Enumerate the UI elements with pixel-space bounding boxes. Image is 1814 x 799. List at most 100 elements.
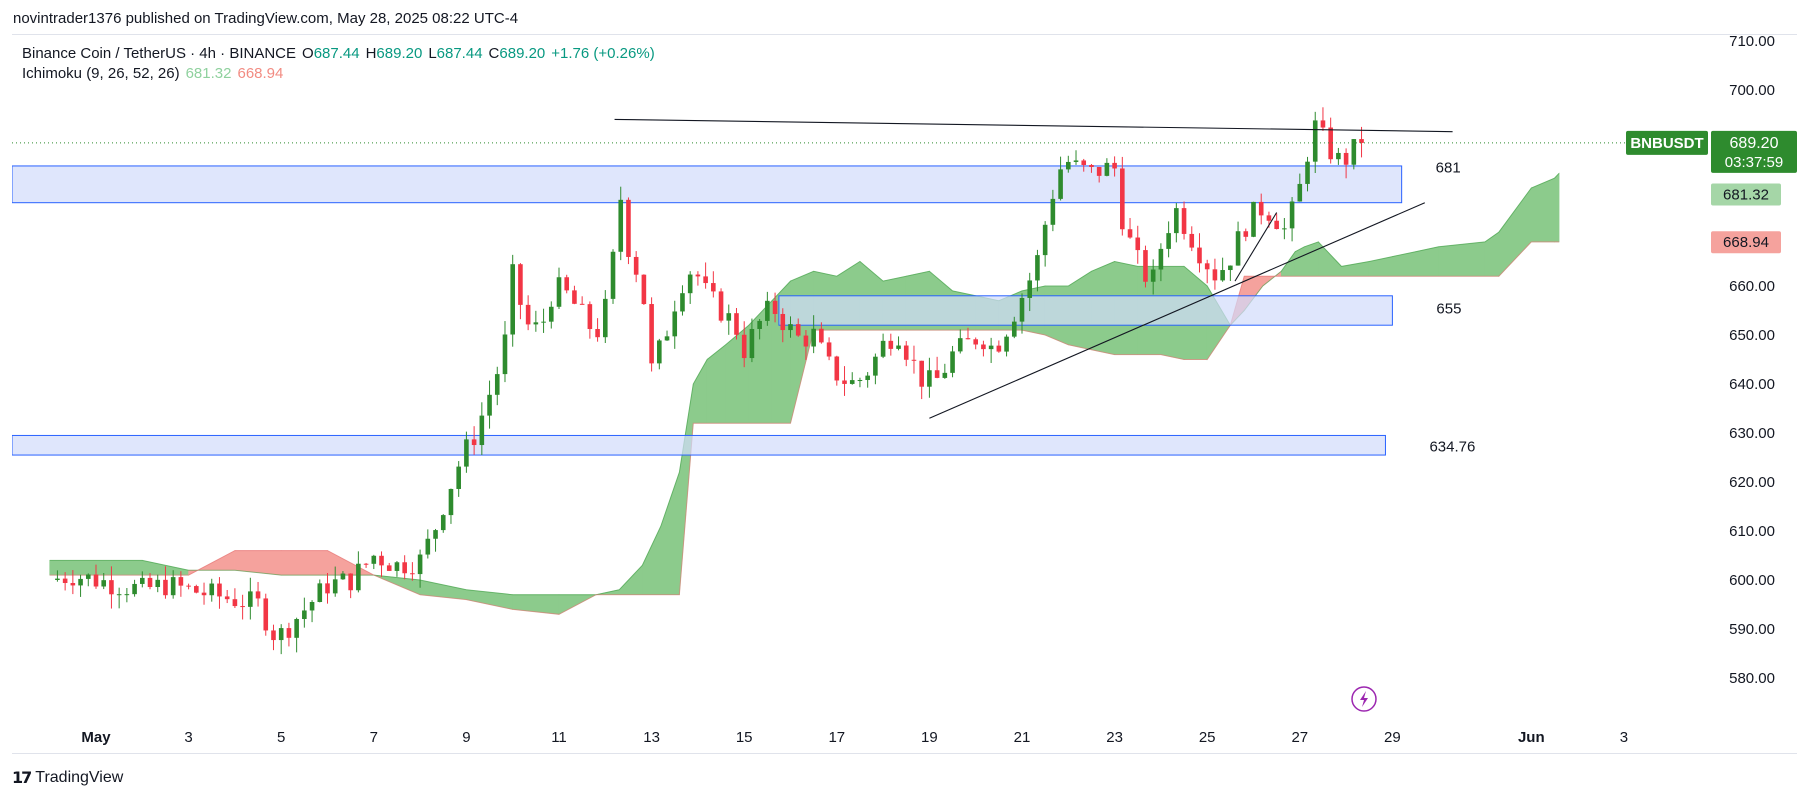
y-tick-label: 640.00	[1729, 376, 1775, 393]
candle-body	[1181, 208, 1187, 234]
candle-body	[1027, 280, 1033, 298]
lightning-icon[interactable]	[1351, 686, 1377, 712]
candle-body	[957, 338, 963, 352]
candle-body	[1351, 139, 1357, 165]
indicator-value-span-a: 681.32	[185, 65, 232, 82]
candle-body	[1112, 162, 1117, 169]
y-tick-label: 630.00	[1729, 425, 1775, 442]
last-price-tag: 689.20	[1730, 135, 1779, 152]
candle-body	[325, 583, 330, 594]
candle-body	[525, 304, 531, 325]
candle-body	[711, 283, 716, 292]
trendline-mini	[1234, 212, 1278, 282]
lightning-icon-ring	[1351, 686, 1377, 712]
plot-area	[12, 107, 1560, 655]
candle-body	[62, 578, 68, 584]
candle-body	[70, 583, 76, 586]
candle-body	[556, 277, 562, 307]
candle-body	[371, 555, 377, 564]
zone-rect-655	[778, 295, 1393, 326]
candle-body	[880, 340, 886, 357]
ichimoku-cloud-bull-segment	[1531, 177, 1555, 243]
x-tick-label: 29	[1384, 729, 1401, 746]
tradingview-logo[interactable]: 17 TradingView	[12, 768, 123, 787]
open-label: O	[302, 45, 314, 62]
candle-body	[842, 380, 847, 384]
candle-body	[217, 583, 222, 597]
y-tick-label: 660.00	[1729, 278, 1775, 295]
candle-body	[1050, 198, 1056, 225]
open-value: 687.44	[313, 45, 360, 62]
trendline-support	[929, 202, 1426, 419]
candle-body	[1328, 127, 1333, 160]
candle-body	[124, 594, 130, 596]
candle-body	[1004, 336, 1009, 352]
candle-body	[857, 380, 863, 382]
candle-body	[657, 340, 662, 364]
candle-body	[703, 276, 708, 284]
candle-body	[819, 328, 824, 343]
candle-body	[278, 628, 284, 641]
candle-body	[649, 304, 654, 364]
candle-body	[487, 394, 492, 416]
candle-body	[55, 578, 60, 580]
candle-body	[903, 345, 909, 360]
candle-body	[610, 251, 616, 299]
candle-body	[981, 344, 986, 350]
x-tick-label: 3	[184, 729, 192, 746]
candle-body	[471, 439, 477, 446]
candle-body	[741, 334, 747, 359]
x-tick-label: 11	[551, 729, 567, 746]
candle-body	[448, 488, 454, 516]
candle-body	[116, 594, 122, 596]
candle-body	[1336, 152, 1341, 160]
candle-body	[132, 583, 137, 595]
ichimoku-cloud-bull-segment	[692, 358, 708, 424]
legend-ohlc-row: Binance Coin / TetherUS · 4h · BINANCE O…	[22, 44, 655, 64]
candle-body	[618, 199, 624, 252]
change-value: +1.76 (+0.26%)	[551, 45, 655, 62]
candle-body	[1058, 169, 1063, 199]
y-tick-label: 590.00	[1729, 621, 1775, 638]
candle-body	[85, 574, 91, 579]
x-tick-label: Jun	[1518, 729, 1545, 746]
candle-body	[811, 328, 816, 347]
symbol-label[interactable]: Binance Coin / TetherUS · 4h · BINANCE	[22, 45, 297, 62]
candle-body	[1189, 233, 1195, 248]
candle-body	[1320, 120, 1326, 128]
candle-body	[240, 606, 245, 608]
candle-body	[726, 313, 732, 321]
span-b-tag-bg	[1711, 231, 1781, 254]
candle-body	[302, 610, 307, 620]
ichimoku-cloud-bull-segment	[790, 270, 814, 424]
ichimoku-cloud-bull-segment	[1304, 241, 1319, 277]
candle-body	[1235, 231, 1241, 266]
candle-body	[988, 345, 994, 350]
close-value: 689.20	[499, 45, 546, 62]
x-tick-label: 21	[1014, 729, 1031, 746]
candle-body	[541, 321, 546, 323]
countdown-tag: 03:37:59	[1725, 154, 1783, 171]
candle-body	[224, 596, 230, 600]
candle-body	[795, 324, 801, 336]
x-tick-label: 15	[736, 729, 753, 746]
candle-body	[1297, 183, 1303, 202]
candle-body	[942, 372, 948, 378]
indicator-value-span-b: 668.94	[237, 65, 284, 82]
candle-body	[641, 274, 647, 305]
candle-body	[186, 585, 191, 587]
candle-body	[332, 579, 338, 594]
x-tick-label: 17	[828, 729, 845, 746]
candle-body	[170, 577, 176, 596]
candle-body	[772, 300, 778, 314]
candle-body	[1042, 224, 1048, 256]
candle-body	[232, 599, 238, 607]
candle-body	[248, 591, 253, 607]
candle-body	[765, 300, 770, 321]
candle-body	[996, 345, 1002, 352]
x-tick-label: 23	[1106, 729, 1123, 746]
candle-body	[340, 573, 346, 580]
indicator-label[interactable]: Ichimoku (9, 26, 52, 26)	[22, 65, 180, 82]
candle-body	[518, 264, 523, 305]
